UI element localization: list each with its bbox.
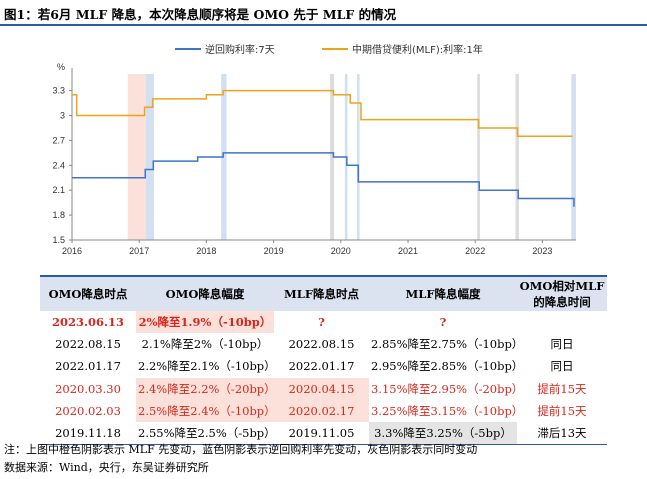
chart-note: 注：上图中橙色阴影表示 MLF 先变动，蓝色阴影表示逆回购利率先变动，灰色阴影表… [4, 443, 478, 456]
table-top-rule [40, 275, 607, 277]
table-cell: 2.95%降至2.85%（-10bp） [371, 359, 524, 374]
shaded-band-blue [356, 74, 360, 240]
table-row: 2020.02.03 2.5%降至2.4%（-10bp） 2020.02.17 3.2… [40, 399, 607, 422]
table-cell: 2019.11.05 [274, 421, 369, 446]
y-tick-label: 2.7 [52, 135, 65, 145]
x-tick-label: 2023 [532, 246, 552, 256]
y-tick-label: 2.4 [52, 160, 65, 170]
table-cell: 2020.02.17 [274, 399, 369, 422]
table-cell [517, 311, 607, 333]
table-row: 2019.11.18 2.55%降至2.5%（-5bp） 2019.11.05 3.3… [40, 421, 607, 446]
x-tick-label: 2019 [264, 246, 284, 256]
x-tick-label: 2017 [129, 246, 149, 256]
line-chart: % 1.5 1.8 2.1 2.4 2.7 3 3.3 2016 2017 2018 2019 2020… [52, 43, 576, 256]
table-cell: 2022.08.15 [288, 337, 355, 352]
rate-cut-table: OMO降息时点 OMO降息幅度 MLF降息时点 MLF降息幅度 OMO相对MLF… [40, 277, 607, 446]
table-cell: 2.4%降至2.2%（-20bp） [136, 377, 276, 400]
table-cell: 2.5%降至2.4%（-10bp） [136, 399, 276, 422]
table-cell: 2022.01.17 [288, 359, 355, 374]
col-header-omo-date: OMO降息时点 [40, 277, 136, 311]
table-cell: 提前15天 [537, 403, 587, 418]
series-line-1 [72, 89, 573, 137]
x-tick-label: 2020 [331, 246, 351, 256]
table-row: 2020.03.30 2.4%降至2.2%（-20bp） 2020.04.15 3.1… [40, 377, 607, 400]
col-header-omo-size: OMO降息幅度 [136, 277, 274, 311]
table-row: 2022.08.15 2.1%降至2%（-10bp） 2022.08.15 2.85%… [40, 333, 607, 355]
x-tick-label: 2018 [196, 246, 216, 256]
table-cell: 2.55%降至2.5%（-5bp） [136, 421, 276, 446]
y-tick-label: 3 [60, 111, 65, 121]
table-cell: 2%降至1.9%（-10bp） [136, 311, 274, 334]
table-cell: 2020.02.03 [55, 403, 121, 418]
table-cell: 滞后13天 [517, 421, 607, 446]
table-cell: 2019.11.18 [40, 421, 136, 446]
data-source: 数据来源：Wind，央行，东吴证券研究所 [4, 461, 209, 474]
y-tick-label: 1.5 [52, 235, 65, 245]
legend-label-1: 中期借贷便利(MLF):利率:1年 [352, 43, 483, 56]
table-cell: 2.2%降至2.1%（-10bp） [138, 359, 276, 374]
x-tick-label: 2021 [398, 246, 418, 256]
chart-lines [72, 89, 575, 207]
chart-legend: 逆回购利率:7天 中期借贷便利(MLF):利率:1年 [175, 43, 483, 56]
table-cell: 同日 [550, 337, 574, 352]
series-line-0 [72, 152, 575, 207]
table-cell: 提前15天 [537, 381, 587, 396]
col-header-mlf-date: MLF降息时点 [274, 277, 369, 311]
col-header-relative-timing: OMO相对MLF 的降息时间 [517, 277, 607, 311]
y-tick-label: 2.1 [52, 185, 65, 195]
y-tick-label: 3.3 [52, 86, 65, 96]
table-cell: 3.15%降至2.95%（-20bp） [371, 381, 524, 396]
x-tick-label: 2016 [62, 246, 82, 256]
figure-title: 图1：若6月 MLF 降息，本次降息顺序将是 OMO 先于 MLF 的情况 [4, 7, 397, 22]
x-tick-label: 2022 [465, 246, 485, 256]
table-header-row: OMO降息时点 OMO降息幅度 MLF降息时点 MLF降息幅度 OMO相对MLF… [40, 277, 607, 311]
table-cell: 同日 [550, 359, 574, 374]
chart-axes: % 1.5 1.8 2.1 2.4 2.7 3 3.3 2016 2017 2018 2019 2020… [52, 62, 576, 256]
shaded-band-gray [330, 74, 335, 240]
y-unit-label: % [57, 62, 65, 72]
table-cell: 2.85%降至2.75%（-10bp） [371, 337, 524, 352]
table-cell: 2020.03.30 [55, 381, 121, 396]
table-cell: 2020.04.15 [274, 377, 369, 400]
shaded-band-orange [127, 74, 146, 240]
table-cell: 2022.01.17 [55, 359, 121, 374]
shaded-band-gray [515, 74, 519, 240]
shaded-band-blue [571, 74, 576, 240]
table-cell: 2.1%降至2%（-10bp） [141, 337, 269, 352]
col-header-mlf-size: MLF降息幅度 [369, 277, 517, 311]
table-cell: ? [318, 315, 325, 330]
shaded-band-gray [477, 74, 480, 240]
table-row: 2022.01.17 2.2%降至2.1%（-10bp） 2022.01.17 2.9… [40, 355, 607, 377]
y-tick-label: 1.8 [52, 210, 65, 220]
table-cell: 2022.08.15 [55, 337, 121, 352]
title-rule [0, 24, 647, 26]
table-cell: 3.3%降至3.25%（-5bp） [369, 421, 517, 446]
table-cell: ? [439, 315, 447, 330]
legend-label-0: 逆回购利率:7天 [205, 43, 275, 56]
table-cell: 2023.06.13 [51, 315, 125, 330]
table-cell: 3.25%降至3.15%（-10bp） [371, 403, 524, 418]
table-row: 2023.06.13 2%降至1.9%（-10bp）?? [40, 311, 607, 334]
shaded-band-blue [145, 74, 154, 240]
